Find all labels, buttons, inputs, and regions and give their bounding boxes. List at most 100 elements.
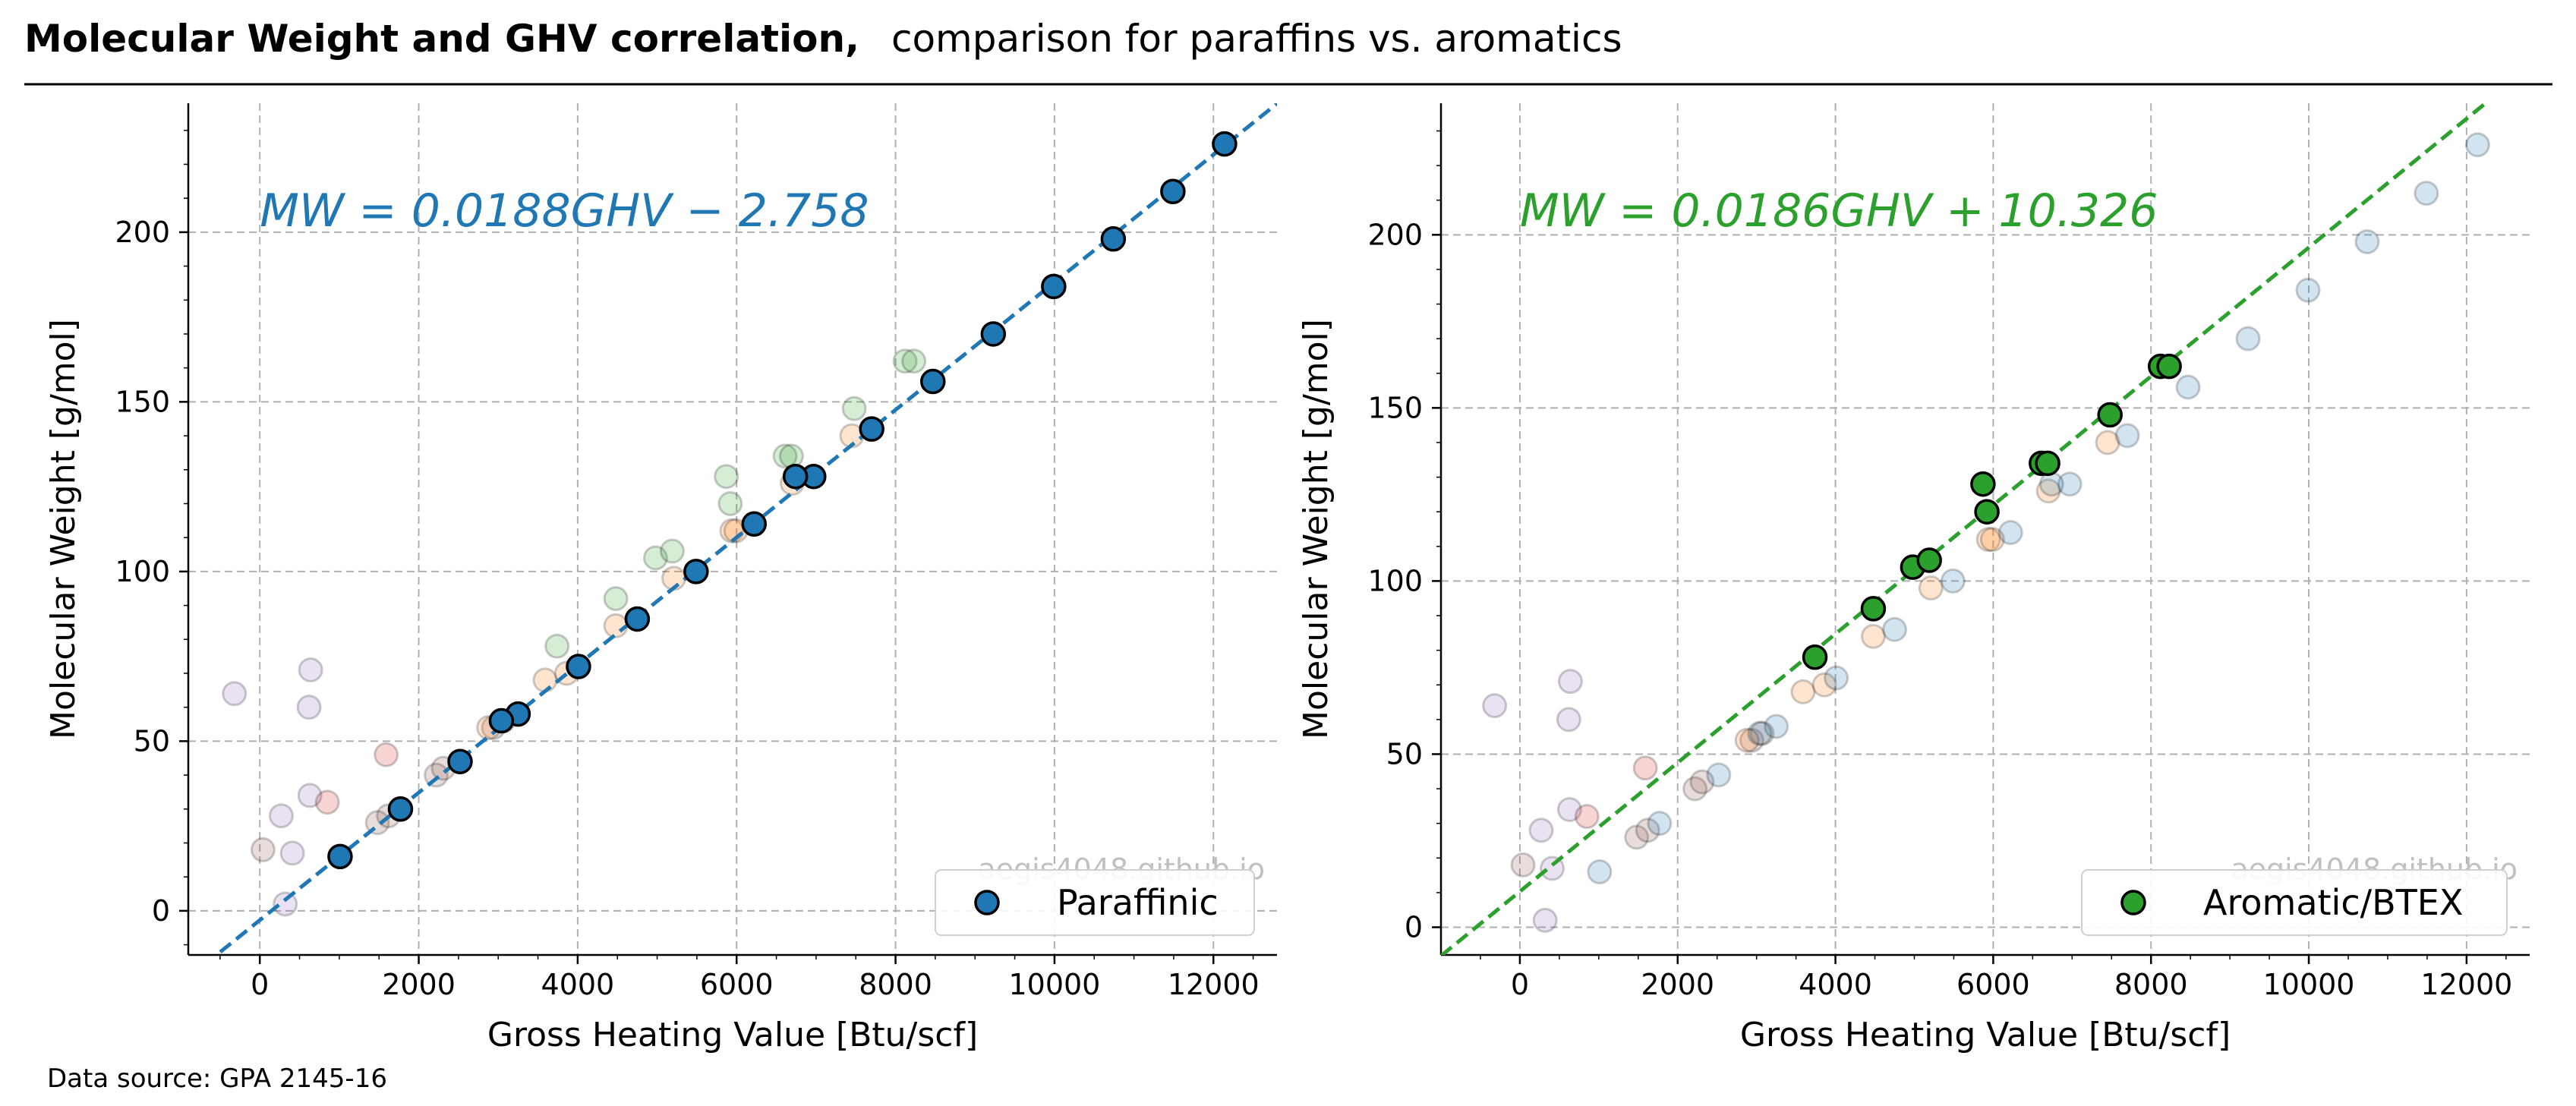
- x-tick-label: 8000: [2114, 968, 2188, 1001]
- x-axis-label: Gross Heating Value [Btu/scf]: [1740, 1016, 2231, 1054]
- faded-data-point: [279, 840, 305, 866]
- y-tick-label: 50: [1386, 737, 1423, 770]
- faded-data-point: [1734, 727, 1760, 753]
- faded-data-point: [1706, 762, 1732, 788]
- plot-area: [213, 103, 1277, 955]
- faded-data-point: [901, 348, 927, 374]
- legend: Paraffinic: [935, 869, 1255, 936]
- data-point: [387, 796, 414, 822]
- data-point: [2097, 402, 2123, 428]
- faded-data-point: [772, 443, 798, 469]
- faded-data-point: [1528, 818, 1554, 843]
- y-tick-label: 150: [1367, 391, 1423, 424]
- faded-data-point: [659, 538, 685, 564]
- faded-data-point: [841, 395, 867, 421]
- y-axis-label: Molecular Weight [g/mol]: [44, 319, 83, 739]
- faded-data-point: [314, 789, 340, 815]
- faded-data-point: [1975, 527, 2001, 553]
- faded-data-point: [1860, 623, 1886, 649]
- x-tick-label: 2000: [1641, 968, 1714, 1001]
- faded-data-point: [374, 742, 399, 767]
- faded-data-point: [1689, 769, 1715, 795]
- legend-box: [2081, 869, 2508, 936]
- x-tick-label: 4000: [1799, 968, 1872, 1001]
- faded-data-point: [1532, 907, 1558, 933]
- data-point: [447, 748, 473, 774]
- faded-data-point: [2414, 181, 2439, 206]
- faded-data-point: [296, 695, 322, 720]
- faded-data-point: [297, 783, 323, 808]
- data-point: [1974, 499, 2000, 525]
- data-point: [1212, 131, 1238, 157]
- y-tick-label: 200: [115, 216, 170, 249]
- data-point: [1041, 273, 1067, 300]
- faded-data-point: [532, 667, 558, 693]
- faded-data-point: [778, 443, 804, 469]
- faded-data-point: [2295, 277, 2321, 303]
- x-tick-label: 6000: [1956, 968, 2030, 1001]
- faded-data-point: [1647, 811, 1673, 837]
- x-tick-label: 4000: [541, 968, 615, 1001]
- right-chart-aromatic: 0 2000 4000 6000 8000 10000 12000 0 50 100 150 200 G…: [1297, 103, 2530, 1054]
- faded-data-point: [2095, 430, 2120, 455]
- faded-data-point: [1811, 672, 1837, 698]
- fit-equation: MW = 0.0188GHV − 2.758: [260, 184, 869, 238]
- faded-data-point: [1747, 720, 1773, 746]
- faded-data-point: [1979, 527, 2005, 553]
- fit-line: [213, 103, 1277, 955]
- faded-data-point: [2114, 423, 2140, 449]
- faded-data-point: [603, 586, 629, 612]
- faded-data-point: [1556, 796, 1582, 822]
- legend-label: Paraffinic: [1057, 882, 1219, 923]
- x-tick-label: 6000: [700, 968, 774, 1001]
- faded-data-point: [1749, 720, 1775, 746]
- faded-data-point: [2038, 471, 2064, 497]
- figure-title-regular: comparison for paraffins vs. aromatics: [891, 17, 1622, 61]
- faded-data-point: [2057, 471, 2083, 497]
- faded-data-point: [268, 803, 294, 829]
- y-axis-label: Molecular Weight [g/mol]: [1297, 319, 1335, 739]
- y-tick-label: 100: [1367, 564, 1423, 597]
- faded-data-point: [1574, 804, 1600, 830]
- y-tick-label: 0: [1405, 911, 1423, 944]
- faded-data-point: [544, 633, 570, 659]
- data-point: [2156, 353, 2182, 380]
- faded-data-point: [642, 545, 668, 571]
- y-tick-label: 50: [134, 724, 170, 758]
- data-point: [1160, 178, 1186, 204]
- x-tick-label: 0: [251, 968, 269, 1001]
- grid-lines: [188, 103, 1277, 955]
- data-point: [1970, 471, 1996, 497]
- y-tick-label: 0: [152, 894, 170, 928]
- data-point: [327, 843, 353, 870]
- faded-data-point: [1764, 714, 1789, 739]
- faded-data-point: [717, 490, 743, 516]
- data-point: [488, 707, 515, 734]
- plot-area: [1441, 103, 2490, 955]
- x-tick-label: 8000: [859, 968, 932, 1001]
- x-tick-label: 2000: [382, 968, 456, 1001]
- faded-data-point: [1940, 568, 1966, 594]
- faded-data-point: [1739, 727, 1764, 753]
- data-point: [859, 416, 884, 442]
- faded-data-point: [892, 348, 918, 374]
- faded-data-point: [1790, 679, 1816, 704]
- faded-data-point: [250, 837, 276, 862]
- legend-label: Aromatic/BTEX: [2203, 882, 2463, 923]
- legend-marker: [974, 890, 1000, 915]
- x-tick-label: 10000: [1008, 968, 1100, 1001]
- faded-data-point: [2354, 228, 2380, 254]
- faded-data-point: [1587, 859, 1613, 885]
- y-tick-label: 100: [115, 555, 170, 588]
- faded-data-point: [1635, 818, 1660, 843]
- data-point: [1916, 547, 1942, 573]
- data-point: [624, 606, 651, 632]
- data-source-footnote: Data source: GPA 2145-16: [47, 1063, 387, 1094]
- data-point: [782, 463, 809, 490]
- legend-marker: [2120, 890, 2146, 915]
- legend: Aromatic/BTEX: [2081, 869, 2508, 936]
- data-point: [920, 368, 946, 395]
- left-chart-paraffinic: 0 2000 4000 6000 8000 10000 12000 0 50 100 150 200 G…: [44, 103, 1277, 1054]
